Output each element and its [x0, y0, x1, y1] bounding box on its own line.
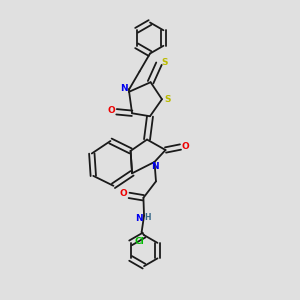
Text: H: H: [144, 213, 150, 222]
Text: S: S: [161, 58, 168, 67]
Text: N: N: [135, 214, 142, 223]
Text: S: S: [164, 95, 171, 104]
Text: O: O: [107, 106, 115, 116]
Text: O: O: [120, 189, 128, 198]
Text: N: N: [151, 162, 159, 171]
Text: N: N: [121, 84, 128, 93]
Text: O: O: [182, 142, 190, 151]
Text: Cl: Cl: [135, 238, 144, 247]
